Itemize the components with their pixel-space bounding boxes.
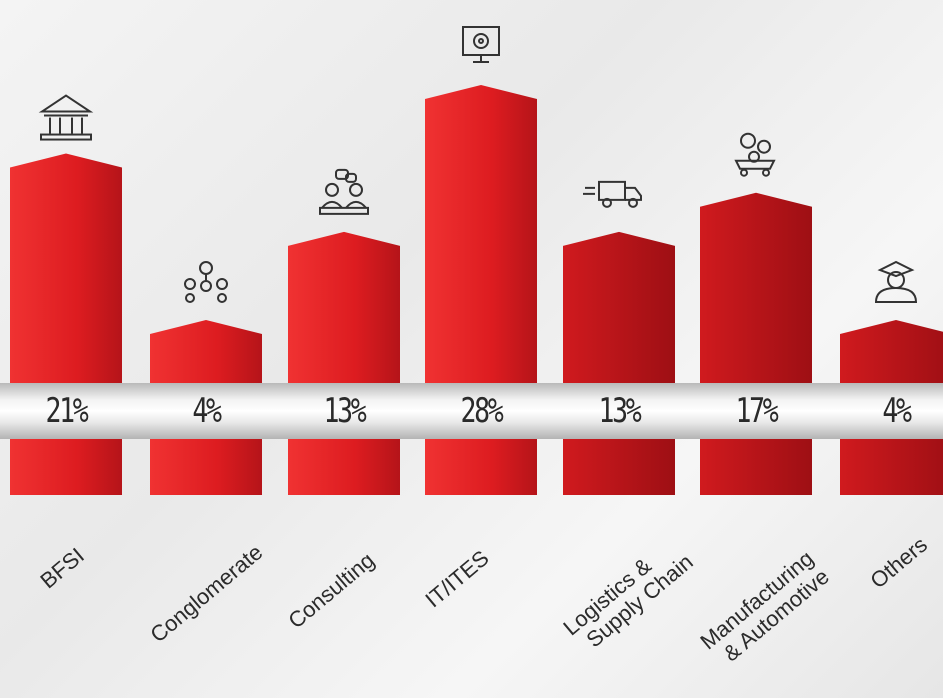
value-label: 13% — [323, 391, 367, 431]
bar-manufacturing-automotive — [700, 192, 812, 496]
bar-logistics-supply-chain — [563, 231, 675, 495]
monitor-gear-icon — [462, 26, 500, 63]
bar-consulting — [288, 231, 400, 495]
value-label: 4% — [882, 391, 912, 431]
value-label: 17% — [735, 391, 779, 431]
gears-cart-icon — [734, 132, 776, 177]
value-label: 13% — [598, 391, 642, 431]
bank-icon — [38, 94, 94, 141]
percentage-band — [0, 383, 943, 439]
bar-bfsi — [10, 153, 122, 495]
graduate-icon — [874, 260, 918, 303]
organization-icon — [184, 261, 228, 303]
truck-icon — [583, 180, 642, 208]
value-label: 21% — [45, 391, 89, 431]
meeting-icon — [319, 168, 369, 215]
value-label: 28% — [460, 391, 504, 431]
value-label: 4% — [192, 391, 222, 431]
